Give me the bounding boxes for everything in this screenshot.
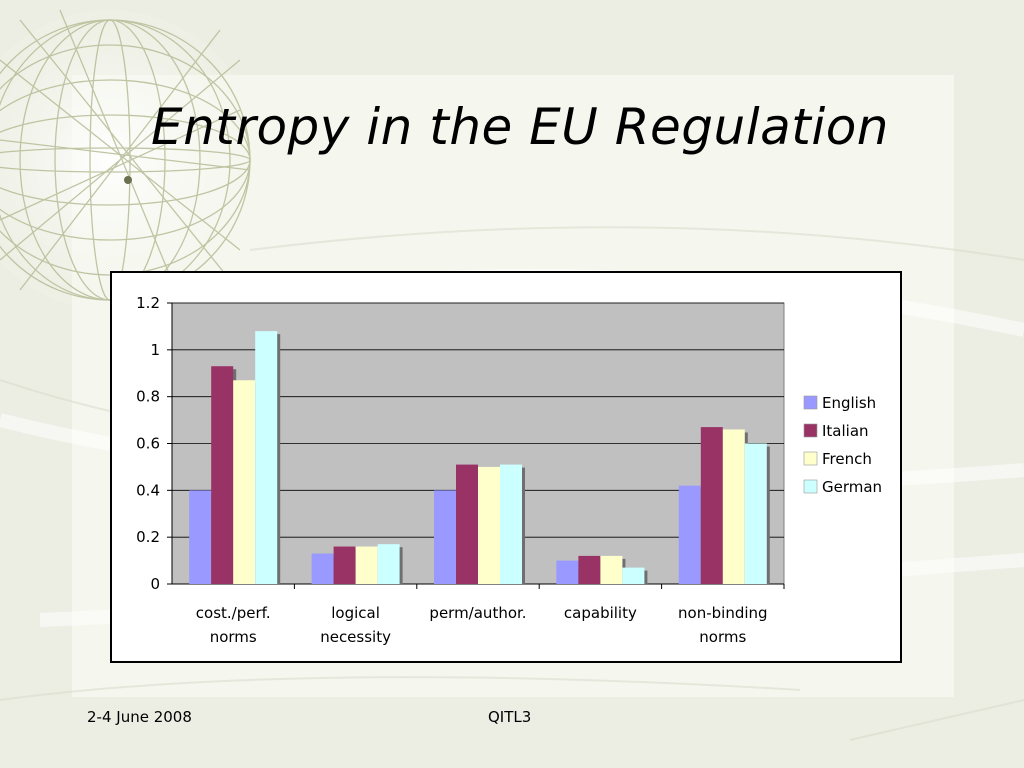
chart-frame: 0 0.2 0.4 0.6 0.8 1 1.2 cost./perf. norms logica… xyxy=(110,271,902,663)
x-category-label: logical xyxy=(331,604,380,622)
legend-swatch xyxy=(803,423,818,438)
y-tick-label: 0.2 xyxy=(136,528,160,546)
x-category-label: non-binding xyxy=(678,604,768,622)
legend-swatch xyxy=(803,479,818,494)
bar-french xyxy=(722,429,745,584)
legend-label: English xyxy=(822,394,876,412)
bar-german xyxy=(500,464,522,584)
bar-english xyxy=(434,490,456,584)
legend-label: French xyxy=(822,450,872,468)
bar-chart: 0 0.2 0.4 0.6 0.8 1 1.2 cost./perf. norms logica… xyxy=(136,294,882,646)
x-category-label: norms xyxy=(699,628,746,646)
x-category-label: cost./perf. xyxy=(196,604,271,622)
footer-conference: QITL3 xyxy=(488,708,532,726)
globe-decoration xyxy=(0,9,260,310)
y-tick-label: 0.6 xyxy=(136,435,160,453)
bar-italian xyxy=(456,464,478,584)
legend-swatch xyxy=(803,395,818,410)
y-tick-label: 1 xyxy=(150,341,160,359)
x-category-label: capability xyxy=(564,604,637,622)
bar-french xyxy=(600,555,623,584)
bar-italian xyxy=(333,546,356,584)
legend-label: Italian xyxy=(822,422,869,440)
x-category-label: perm/author. xyxy=(429,604,526,622)
x-category-label: norms xyxy=(210,628,257,646)
bar-french xyxy=(233,380,256,584)
y-tick-label: 0 xyxy=(150,575,160,593)
legend-swatch xyxy=(803,451,818,466)
slide-title: Entropy in the EU Regulation xyxy=(151,98,889,156)
bar-french xyxy=(355,546,378,584)
bar-english xyxy=(311,553,334,584)
bar-italian xyxy=(211,366,234,584)
bar-french xyxy=(478,466,500,584)
y-tick-label: 0.4 xyxy=(136,481,160,499)
bar-italian xyxy=(700,427,723,584)
bar-english xyxy=(678,485,701,584)
bar-english xyxy=(556,560,579,584)
bar-german xyxy=(744,443,767,584)
bar-english xyxy=(189,490,212,584)
x-category-label: necessity xyxy=(320,628,391,646)
footer-date: 2-4 June 2008 xyxy=(87,708,192,726)
legend-label: German xyxy=(822,478,882,496)
y-tick-label: 0.8 xyxy=(136,388,160,406)
y-tick-label: 1.2 xyxy=(136,294,160,312)
bar-german xyxy=(255,331,278,584)
bar-italian xyxy=(578,555,601,584)
bar-german xyxy=(377,544,400,584)
bar-german xyxy=(622,567,645,584)
